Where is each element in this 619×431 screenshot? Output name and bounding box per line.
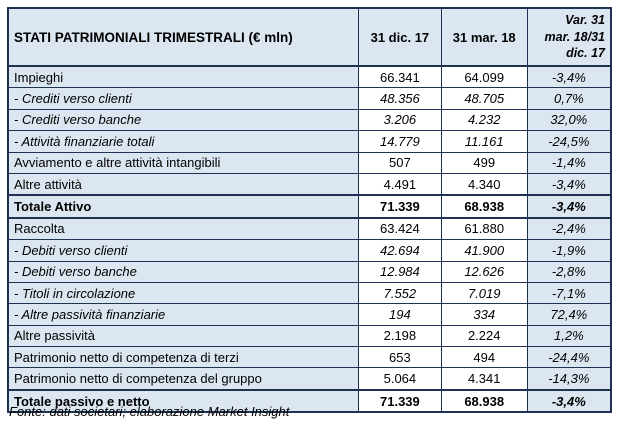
value-variation: -2,4%: [526, 217, 612, 241]
value-mar18: 499: [440, 151, 528, 174]
value-dic17: 66.341: [357, 65, 442, 89]
value-dic17: 2.198: [357, 324, 442, 348]
value-mar18: 494: [440, 346, 528, 369]
value-mar18: 11.161: [440, 130, 528, 153]
table-body: Impieghi 66.341 64.099 -3,4% - Crediti verso…: [7, 65, 612, 414]
table-row: - Crediti verso banche 3.206 4.232 32,0%: [7, 108, 612, 132]
table-row: Raccolta 63.424 61.880 -2,4%: [7, 217, 612, 241]
balance-sheet-table: STATI PATRIMONIALI TRIMESTRALI (€ mln) 3…: [7, 7, 612, 414]
row-label: - Debiti verso clienti: [7, 239, 359, 262]
row-label: - Debiti verso banche: [7, 260, 359, 283]
table-row: Patrimonio netto di competenza del grupp…: [7, 367, 612, 391]
value-dic17: 71.339: [357, 388, 442, 414]
value-variation: 1,2%: [526, 324, 612, 348]
value-variation: -3,4%: [526, 388, 612, 414]
table-row: - Attività finanziarie totali 14.779 11.16…: [7, 130, 612, 153]
table-row: Patrimonio netto di competenza di terzi 6…: [7, 346, 612, 369]
value-dic17: 194: [357, 303, 442, 326]
value-variation: -3,4%: [526, 172, 612, 196]
value-mar18: 48.705: [440, 87, 528, 110]
table-row: - Crediti verso clienti 48.356 48.705 0,7%: [7, 87, 612, 110]
value-dic17: 14.779: [357, 130, 442, 153]
value-mar18: 12.626: [440, 260, 528, 283]
row-label: Altre passività: [7, 324, 359, 348]
table-row: Altre passività 2.198 2.224 1,2%: [7, 324, 612, 348]
value-mar18: 7.019: [440, 281, 528, 305]
row-label: Totale Attivo: [7, 194, 359, 219]
table-row: Altre attività 4.491 4.340 -3,4%: [7, 172, 612, 196]
value-variation: 72,4%: [526, 303, 612, 326]
row-label: - Crediti verso banche: [7, 108, 359, 132]
value-dic17: 48.356: [357, 87, 442, 110]
row-label: - Attività finanziarie totali: [7, 130, 359, 153]
table-row: - Debiti verso clienti 42.694 41.900 -1,9%: [7, 239, 612, 262]
column-header-mar18: 31 mar. 18: [440, 7, 528, 67]
value-mar18: 41.900: [440, 239, 528, 262]
value-dic17: 42.694: [357, 239, 442, 262]
value-mar18: 4.232: [440, 108, 528, 132]
table-title: STATI PATRIMONIALI TRIMESTRALI (€ mln): [7, 7, 359, 67]
value-variation: -1,9%: [526, 239, 612, 262]
row-label: - Crediti verso clienti: [7, 87, 359, 110]
value-dic17: 63.424: [357, 217, 442, 241]
table-row: Totale passivo e netto 71.339 68.938 -3,4%: [7, 388, 612, 414]
row-label: - Titoli in circolazione: [7, 281, 359, 305]
table-row: Totale Attivo 71.339 68.938 -3,4%: [7, 194, 612, 219]
table-row: Impieghi 66.341 64.099 -3,4%: [7, 65, 612, 89]
value-dic17: 71.339: [357, 194, 442, 219]
table-row: Avviamento e altre attività intangibili 5…: [7, 151, 612, 174]
value-variation: -7,1%: [526, 281, 612, 305]
row-label: Raccolta: [7, 217, 359, 241]
value-dic17: 7.552: [357, 281, 442, 305]
row-label: Avviamento e altre attività intangibili: [7, 151, 359, 174]
table-row: - Titoli in circolazione 7.552 7.019 -7,1%: [7, 281, 612, 305]
column-header-variation: Var. 31 mar. 18/31 dic. 17: [526, 7, 612, 67]
row-label: Impieghi: [7, 65, 359, 89]
column-header-dic17: 31 dic. 17: [357, 7, 442, 67]
value-variation: 0,7%: [526, 87, 612, 110]
value-variation: -24,5%: [526, 130, 612, 153]
value-variation: -24,4%: [526, 346, 612, 369]
value-variation: -3,4%: [526, 194, 612, 219]
source-note: Fonte: dati societari; elaborazione Mark…: [9, 404, 290, 419]
value-variation: -14,3%: [526, 367, 612, 391]
value-variation: -2,8%: [526, 260, 612, 283]
value-dic17: 12.984: [357, 260, 442, 283]
value-variation: -3,4%: [526, 65, 612, 89]
table-header: STATI PATRIMONIALI TRIMESTRALI (€ mln) 3…: [7, 7, 612, 67]
value-dic17: 507: [357, 151, 442, 174]
value-mar18: 68.938: [440, 388, 528, 414]
row-label: - Altre passività finanziarie: [7, 303, 359, 326]
row-label: Totale passivo e netto: [7, 388, 359, 414]
value-mar18: 4.341: [440, 367, 528, 391]
value-dic17: 4.491: [357, 172, 442, 196]
value-mar18: 68.938: [440, 194, 528, 219]
row-label: Patrimonio netto di competenza di terzi: [7, 346, 359, 369]
value-dic17: 653: [357, 346, 442, 369]
value-mar18: 334: [440, 303, 528, 326]
value-dic17: 5.064: [357, 367, 442, 391]
balance-sheet-table-container: STATI PATRIMONIALI TRIMESTRALI (€ mln) 3…: [7, 7, 612, 414]
value-mar18: 4.340: [440, 172, 528, 196]
value-mar18: 64.099: [440, 65, 528, 89]
table-row: - Altre passività finanziarie 194 334 72,4%: [7, 303, 612, 326]
value-mar18: 2.224: [440, 324, 528, 348]
value-mar18: 61.880: [440, 217, 528, 241]
table-row: - Debiti verso banche 12.984 12.626 -2,8%: [7, 260, 612, 283]
value-dic17: 3.206: [357, 108, 442, 132]
row-label: Altre attività: [7, 172, 359, 196]
row-label: Patrimonio netto di competenza del grupp…: [7, 367, 359, 391]
header-row: STATI PATRIMONIALI TRIMESTRALI (€ mln) 3…: [7, 7, 612, 67]
value-variation: -1,4%: [526, 151, 612, 174]
value-variation: 32,0%: [526, 108, 612, 132]
